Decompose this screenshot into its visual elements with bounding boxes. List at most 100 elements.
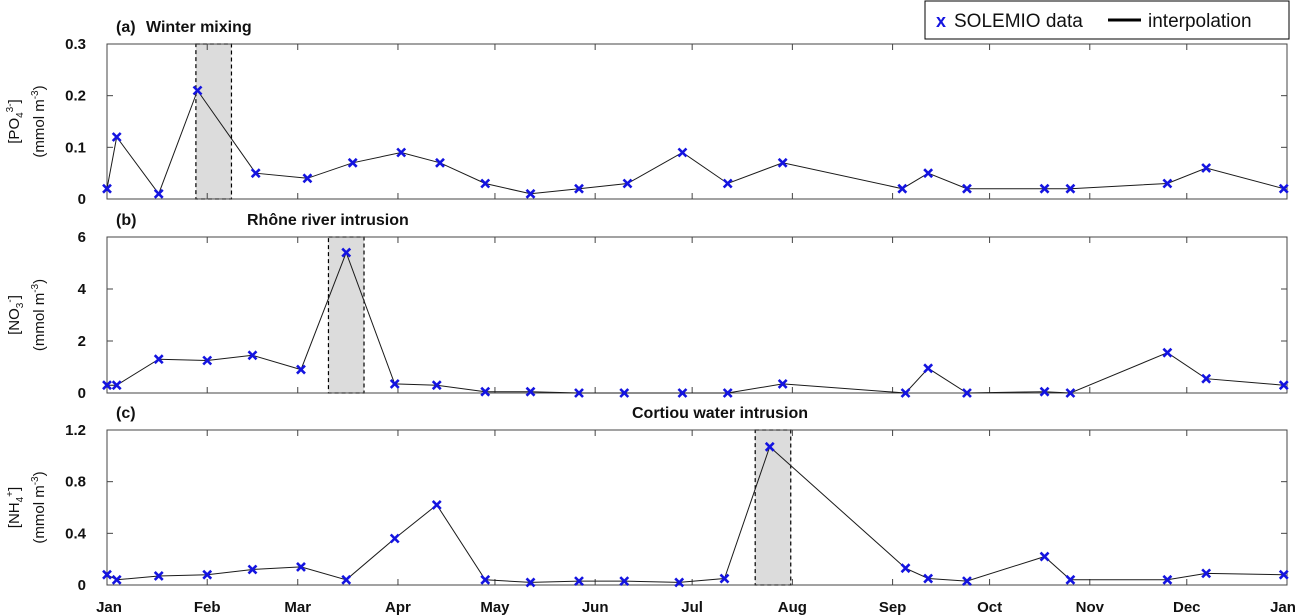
data-point <box>962 183 972 194</box>
data-point-stroke <box>722 388 733 398</box>
data-point-stroke <box>480 178 491 189</box>
panels: 00.10.20.3(a) Winter mixing[PO43-] (mmol m… <box>5 19 1296 615</box>
data-point-stroke <box>619 576 630 587</box>
data-point-stroke <box>431 380 442 391</box>
data-point-stroke <box>1065 183 1076 194</box>
y-tick-label: 6 <box>78 229 86 246</box>
data-point-stroke <box>1162 574 1173 585</box>
data-point-stroke <box>202 355 213 366</box>
data-point <box>962 388 972 398</box>
data-point-stroke <box>1278 569 1289 580</box>
data-point <box>722 388 733 398</box>
y-axis-label-unit: (mmol m-3) <box>30 85 48 157</box>
y-tick-label: 0 <box>78 577 86 594</box>
data-point <box>296 364 306 375</box>
data-point <box>1201 163 1212 173</box>
data-point-stroke <box>192 85 203 96</box>
data-point-stroke <box>389 378 400 389</box>
data-point <box>719 573 730 584</box>
data-point <box>247 564 258 575</box>
data-point-stroke <box>923 363 934 374</box>
data-point-stroke <box>1162 347 1173 358</box>
x-axis-labels: Jan Feb Mar Apr May Jun Jul Aug Sep Oct Nov Dec Jan <box>96 599 1296 615</box>
data-point-stroke <box>719 573 730 584</box>
data-point <box>202 355 213 366</box>
data-point-stroke <box>622 178 633 189</box>
data-point-stroke <box>153 354 164 365</box>
data-point-stroke <box>111 132 122 142</box>
data-point <box>111 574 122 585</box>
data-point <box>619 388 630 398</box>
data-point-stroke <box>1201 568 1212 579</box>
data-point-stroke <box>347 157 358 168</box>
panel-a: 0 0.1 0.2 0.3 (a) Winter mixing [PO43-] (mmol m… <box>5 19 1289 208</box>
data-point-stroke <box>677 388 688 398</box>
data-point-stroke <box>296 364 306 375</box>
data-point-stroke <box>341 247 352 258</box>
data-point <box>574 183 584 194</box>
data-point <box>525 188 536 199</box>
data-point-stroke <box>250 168 261 179</box>
data-point <box>777 378 788 389</box>
panel-letter: (c) <box>116 405 136 422</box>
y-axis-label-quantity: [NO3-] <box>5 295 26 335</box>
y-axis-label-unit: (mmol m-3) <box>30 471 48 543</box>
data-point-stroke <box>389 533 400 544</box>
plot-frame <box>106 43 1288 200</box>
data-point-stroke <box>1278 380 1289 391</box>
data-point <box>674 577 685 588</box>
data-point-stroke <box>574 576 584 587</box>
plot-frame <box>106 236 1288 394</box>
y-tick-label: 0.3 <box>65 36 86 53</box>
data-point-stroke <box>525 386 536 397</box>
data-point-stroke <box>525 577 536 588</box>
panel-title: Cortiou water intrusion <box>632 405 808 422</box>
data-point <box>1278 569 1289 580</box>
interpolation-line <box>106 89 1284 195</box>
data-point <box>153 188 164 199</box>
data-point <box>525 577 536 588</box>
x-tick-label: Mar <box>284 599 311 615</box>
data-point <box>900 388 911 398</box>
data-point-stroke <box>722 178 733 189</box>
data-point-stroke <box>341 574 352 585</box>
data-point-stroke <box>1065 388 1076 398</box>
data-point-stroke <box>574 388 584 398</box>
data-point <box>923 573 934 584</box>
panel-b: 0 2 4 6 (b) Rhône river intrusion [NO3-] (mmol … <box>5 212 1289 402</box>
x-tick-label: Jun <box>582 599 609 615</box>
data-point <box>102 569 112 580</box>
data-point-stroke <box>962 576 972 587</box>
x-tick-label: Jul <box>681 599 703 615</box>
data-point-stroke <box>1201 163 1212 173</box>
data-point <box>1039 386 1050 397</box>
panel-letter: (a) <box>116 19 136 36</box>
data-point-stroke <box>897 183 908 194</box>
x-tick-label: May <box>480 599 510 615</box>
x-tick-label: Sep <box>879 599 907 615</box>
data-point-stroke <box>525 188 536 199</box>
y-tick-label: 4 <box>78 281 87 298</box>
data-point <box>1065 388 1076 398</box>
data-point-stroke <box>962 183 972 194</box>
data-point-stroke <box>247 564 258 575</box>
data-point-stroke <box>1039 386 1050 397</box>
data-point <box>250 168 261 179</box>
data-point <box>192 85 203 96</box>
data-point <box>480 574 491 585</box>
legend-line-label: interpolation <box>1148 11 1252 32</box>
data-point-stroke <box>777 157 788 168</box>
data-point-stroke <box>923 168 934 179</box>
data-point-stroke <box>302 173 313 184</box>
data-point-stroke <box>1201 373 1212 384</box>
data-point-stroke <box>435 157 445 168</box>
event-highlight-box <box>195 43 233 200</box>
data-point-stroke <box>677 147 688 158</box>
data-point <box>1162 574 1173 585</box>
data-point <box>102 183 112 194</box>
y-tick-label: 0.1 <box>65 139 86 156</box>
data-point <box>1065 183 1076 194</box>
data-point-stroke <box>102 183 112 194</box>
data-point <box>102 380 112 391</box>
